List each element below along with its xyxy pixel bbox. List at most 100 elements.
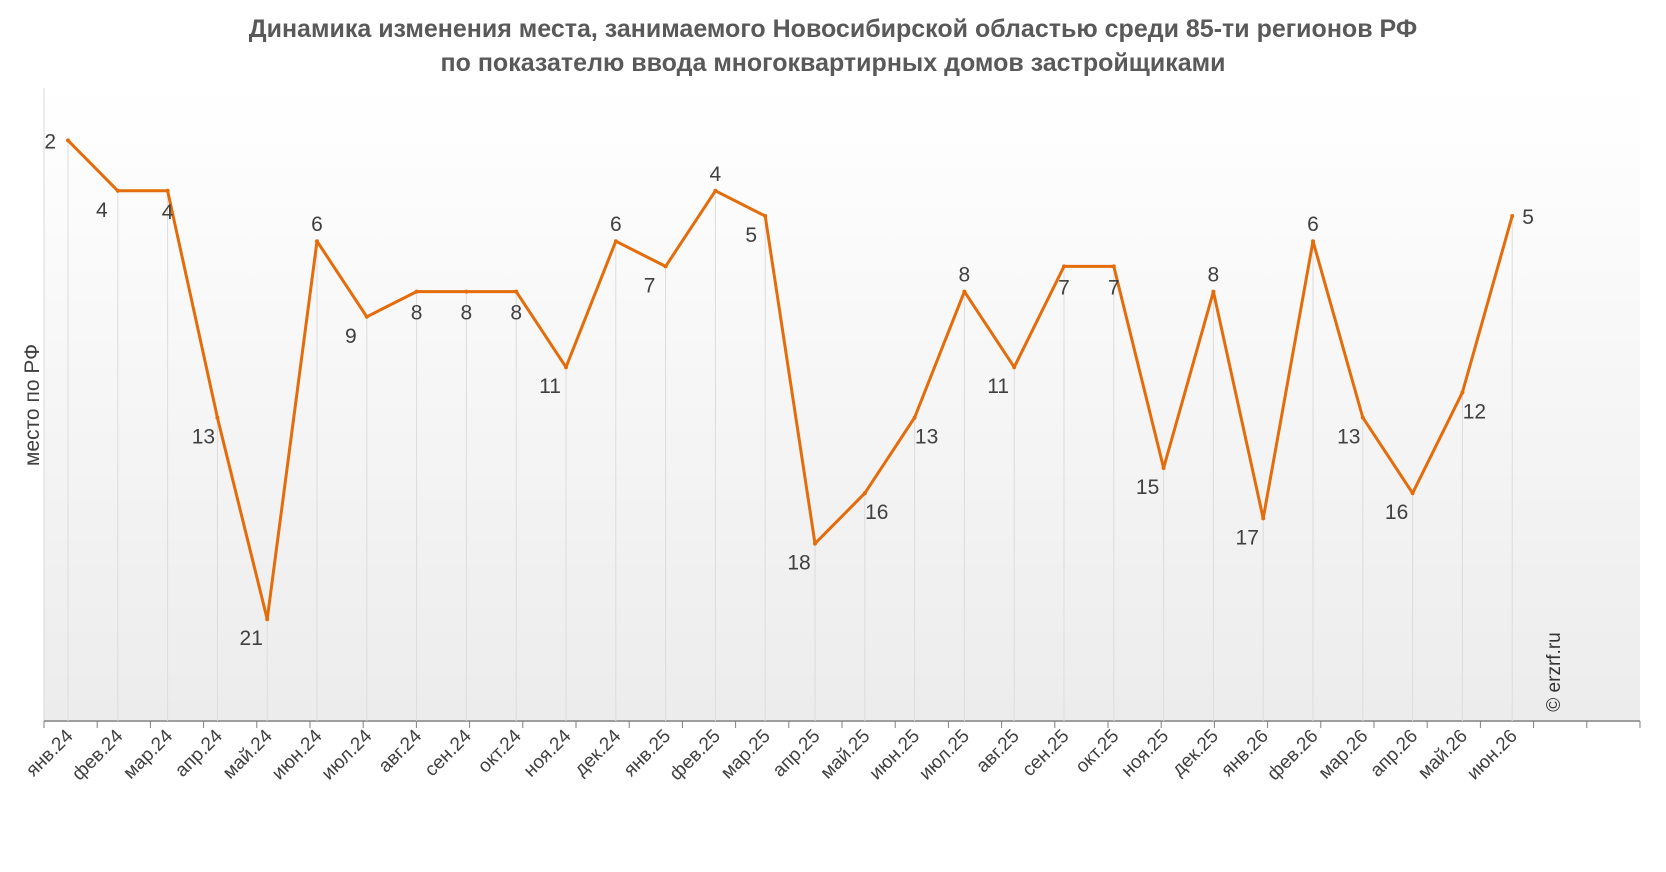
data-point-апр.24 [215, 415, 220, 420]
x-tick-label-мар.24: мар.24 [119, 725, 177, 783]
data-label-авг.25: 11 [987, 375, 1009, 398]
data-label-апр.24: 13 [192, 426, 215, 449]
data-point-окт.24 [514, 289, 519, 294]
data-label-дек.24: 6 [610, 213, 622, 236]
data-label-июл.25: 8 [959, 264, 971, 287]
data-label-окт.24: 8 [510, 302, 522, 325]
data-label-мар.26: 13 [1337, 426, 1360, 449]
x-tick-label-авг.24: авг.24 [375, 725, 427, 777]
data-label-авг.24: 8 [411, 302, 423, 325]
data-label-фев.24: 4 [96, 199, 108, 222]
data-label-апр.26: 16 [1385, 501, 1408, 524]
data-point-май.25 [862, 491, 867, 496]
x-axis-ticks [43, 721, 1641, 728]
x-tick-label-мар.26: мар.26 [1315, 726, 1373, 784]
x-tick-label-апр.24: апр.24 [171, 725, 227, 781]
data-labels: 2 4 4 13 21 6 9 8 8 8 11 6 7 4 5 18 16 13 8 11 7 7 15 8 17 6 13 16 1… [44, 130, 1534, 650]
data-point-мар.25 [763, 214, 768, 218]
data-point-авг.25 [1012, 365, 1017, 370]
data-label-мар.25: 5 [745, 224, 757, 247]
data-label-июл.24: 9 [345, 325, 357, 348]
x-tick-label-апр.25: апр.25 [769, 726, 825, 782]
data-label-сен.25: 7 [1058, 276, 1070, 299]
x-tick-label-апр.26: апр.26 [1366, 726, 1422, 782]
data-point-мар.24 [165, 188, 170, 193]
data-point-авг.24 [414, 289, 419, 294]
data-point-май.26 [1460, 390, 1465, 395]
data-label-июн.24: 6 [311, 213, 323, 236]
x-axis-labels: янв.24фев.24мар.24апр.24май.24июн.24июл.… [22, 725, 1522, 785]
x-tick-label-сен.24: сен.24 [421, 725, 476, 780]
data-point-июл.25 [962, 289, 967, 294]
data-label-янв.25: 7 [644, 274, 656, 297]
data-point-май.24 [265, 617, 270, 622]
data-point-апр.25 [813, 541, 817, 546]
y-axis-label: место по РФ [21, 344, 44, 466]
x-tick-label-фев.26: фев.26 [1263, 726, 1322, 785]
series-line [66, 139, 1514, 621]
x-tick-label-дек.24: дек.24 [571, 725, 626, 780]
data-point-янв.25 [663, 264, 668, 269]
data-label-янв.26: 17 [1236, 526, 1259, 549]
x-tick-label-фев.25: фев.25 [666, 726, 725, 785]
data-label-апр.25: 18 [787, 552, 810, 575]
x-tick-label-июн.26: июн.26 [1463, 726, 1522, 785]
data-label-июн.25: 13 [915, 426, 938, 449]
x-tick-label-июн.24: июн.24 [268, 725, 327, 784]
data-point-янв.26 [1261, 516, 1266, 521]
data-point-сен.25 [1062, 264, 1066, 269]
x-tick-label-ноя.24: ноя.24 [520, 725, 576, 781]
data-point-июн.25 [912, 415, 917, 420]
y-axis-label-group: место по РФ [21, 344, 44, 466]
data-point-апр.26 [1410, 491, 1415, 496]
x-tick-label-окт.24: окт.24 [474, 725, 526, 777]
data-point-ноя.25 [1161, 466, 1166, 470]
data-label-ноя.24: 11 [539, 375, 561, 398]
data-point-окт.25 [1111, 264, 1116, 269]
data-label-окт.25: 7 [1108, 276, 1120, 299]
x-tick-label-май.26: май.26 [1414, 726, 1472, 784]
data-label-июн.26: 5 [1522, 206, 1534, 229]
vertical-gridlines [67, 140, 1513, 721]
x-tick-label-янв.26: янв.26 [1217, 726, 1272, 781]
data-label-мар.24: 4 [162, 201, 174, 224]
data-point-июл.24 [364, 314, 369, 319]
data-label-май.25: 16 [865, 501, 888, 524]
x-tick-label-дек.25: дек.25 [1168, 726, 1223, 781]
x-tick-label-май.25: май.25 [817, 726, 875, 784]
data-point-сен.24 [464, 289, 469, 294]
data-point-фев.26 [1311, 239, 1315, 244]
x-tick-label-июл.24: июл.24 [318, 725, 377, 784]
data-point-дек.24 [613, 239, 618, 244]
data-point-дек.25 [1211, 289, 1216, 294]
chart-title: Динамика изменения места, занимаемого Но… [0, 12, 1666, 80]
data-point-ноя.24 [564, 365, 568, 370]
data-point-мар.26 [1360, 415, 1365, 420]
series-line-group [66, 138, 1515, 622]
data-point-фев.25 [713, 188, 718, 193]
x-tick-label-янв.25: янв.25 [620, 726, 675, 781]
x-tick-label-фев.24: фев.24 [68, 725, 127, 784]
watermark: © erzrf.ru [1544, 632, 1565, 711]
data-label-май.26: 12 [1463, 400, 1486, 423]
data-label-фев.25: 4 [710, 163, 722, 186]
data-label-сен.24: 8 [461, 302, 473, 325]
data-label-дек.25: 8 [1208, 264, 1220, 287]
x-tick-label-мар.25: мар.25 [717, 726, 775, 784]
chart-title-line-2: по показателю ввода многоквартирных домо… [440, 49, 1226, 77]
x-tick-label-окт.25: окт.25 [1072, 726, 1124, 778]
data-point-июн.26 [1510, 214, 1515, 218]
x-tick-label-май.24: май.24 [219, 725, 277, 783]
x-tick-label-авг.25: авг.25 [972, 726, 1023, 777]
data-point-фев.24 [115, 188, 120, 193]
x-tick-label-июн.25: июн.25 [866, 726, 925, 785]
data-label-фев.26: 6 [1307, 213, 1319, 236]
x-tick-label-ноя.25: ноя.25 [1117, 726, 1173, 782]
plot-area [44, 88, 1640, 720]
data-label-май.24: 21 [240, 627, 263, 650]
x-tick-label-сен.25: сен.25 [1018, 726, 1073, 781]
data-point-янв.24 [66, 138, 70, 143]
data-label-янв.24: 2 [44, 130, 56, 153]
data-point-июн.24 [315, 239, 319, 244]
